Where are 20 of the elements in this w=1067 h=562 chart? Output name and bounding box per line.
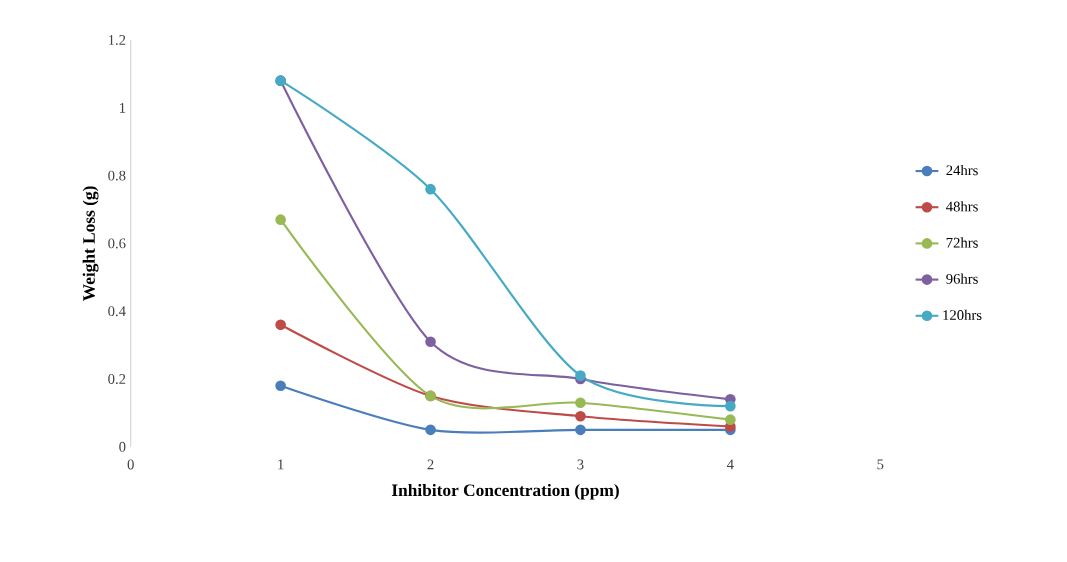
y-tick-label: 0.8: [108, 170, 126, 181]
y-tick-label: 0: [119, 442, 126, 452]
legend-label: 24hrs: [946, 165, 978, 176]
x-tick-label: 4: [726, 459, 734, 470]
legend-label: 120hrs: [943, 309, 982, 321]
y-tick-label: 1.2: [108, 35, 126, 46]
x-tick-label: 1: [278, 459, 284, 470]
legend-label: 96hrs: [946, 273, 978, 285]
x-tick-label: 5: [877, 459, 884, 470]
x-tick-label: 0: [127, 459, 134, 470]
y-tick-label: 0.2: [108, 374, 126, 385]
y-tick-label: 0.4: [108, 306, 126, 317]
x-tick-label: 3: [577, 459, 584, 470]
y-tick-label: 0.6: [108, 238, 126, 249]
y-axis-title: Weight Loss (g): [82, 186, 99, 302]
x-tick-label: 2: [427, 459, 434, 470]
legend-label: 72hrs: [946, 237, 978, 248]
y-tick-label: 1: [119, 103, 126, 113]
legend-label: 48hrs: [946, 201, 978, 212]
x-axis-title: Inhibitor Concentration (ppm): [391, 484, 619, 500]
